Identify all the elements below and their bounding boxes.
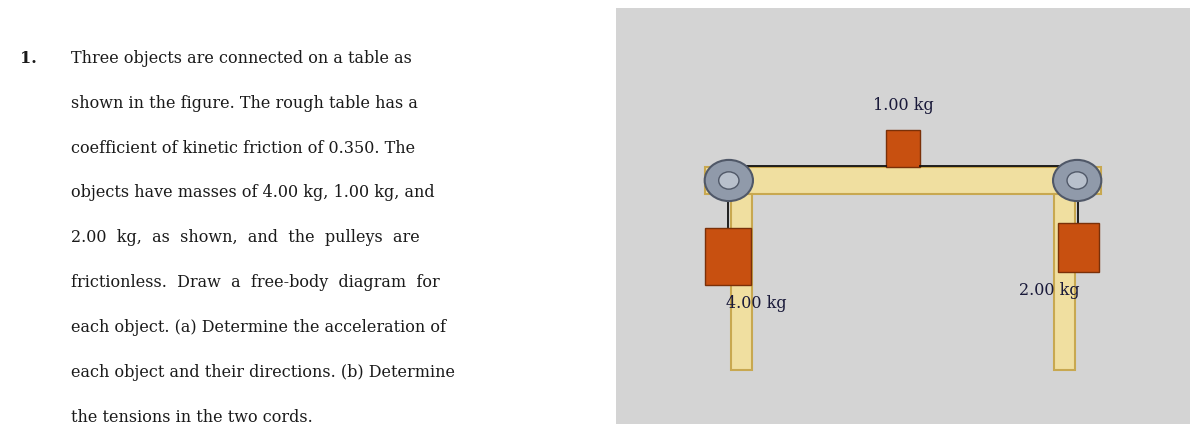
Bar	[704, 228, 751, 285]
Bar	[1057, 223, 1099, 272]
Text: shown in the figure. The rough table has a: shown in the figure. The rough table has…	[71, 95, 418, 111]
Bar	[731, 194, 752, 370]
Text: coefficient of kinetic friction of 0.350. The: coefficient of kinetic friction of 0.350…	[71, 140, 415, 156]
Bar	[704, 167, 1102, 194]
Text: 1.: 1.	[19, 50, 36, 67]
Text: each object. (a) Determine the acceleration of: each object. (a) Determine the accelerat…	[71, 319, 446, 336]
Text: Three objects are connected on a table as: Three objects are connected on a table a…	[71, 50, 412, 67]
Text: 2.00 kg: 2.00 kg	[1019, 283, 1080, 299]
Circle shape	[1067, 172, 1087, 189]
Text: the tensions in the two cords.: the tensions in the two cords.	[71, 409, 313, 426]
Bar	[1054, 194, 1075, 370]
Circle shape	[1054, 160, 1102, 201]
Text: each object and their directions. (b) Determine: each object and their directions. (b) De…	[71, 364, 455, 381]
Circle shape	[704, 160, 752, 201]
Circle shape	[719, 172, 739, 189]
Text: objects have masses of 4.00 kg, 1.00 kg, and: objects have masses of 4.00 kg, 1.00 kg,…	[71, 184, 434, 201]
Text: 4.00 kg: 4.00 kg	[726, 295, 787, 312]
Bar	[886, 130, 920, 167]
Text: frictionless.  Draw  a  free-body  diagram  for: frictionless. Draw a free-body diagram f…	[71, 274, 440, 291]
Text: 2.00  kg,  as  shown,  and  the  pulleys  are: 2.00 kg, as shown, and the pulleys are	[71, 229, 420, 246]
Text: 1.00 kg: 1.00 kg	[872, 97, 934, 114]
